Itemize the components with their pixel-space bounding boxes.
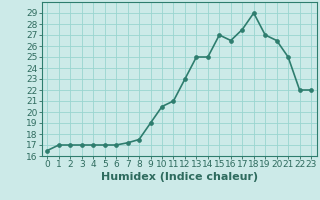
- X-axis label: Humidex (Indice chaleur): Humidex (Indice chaleur): [100, 172, 258, 182]
